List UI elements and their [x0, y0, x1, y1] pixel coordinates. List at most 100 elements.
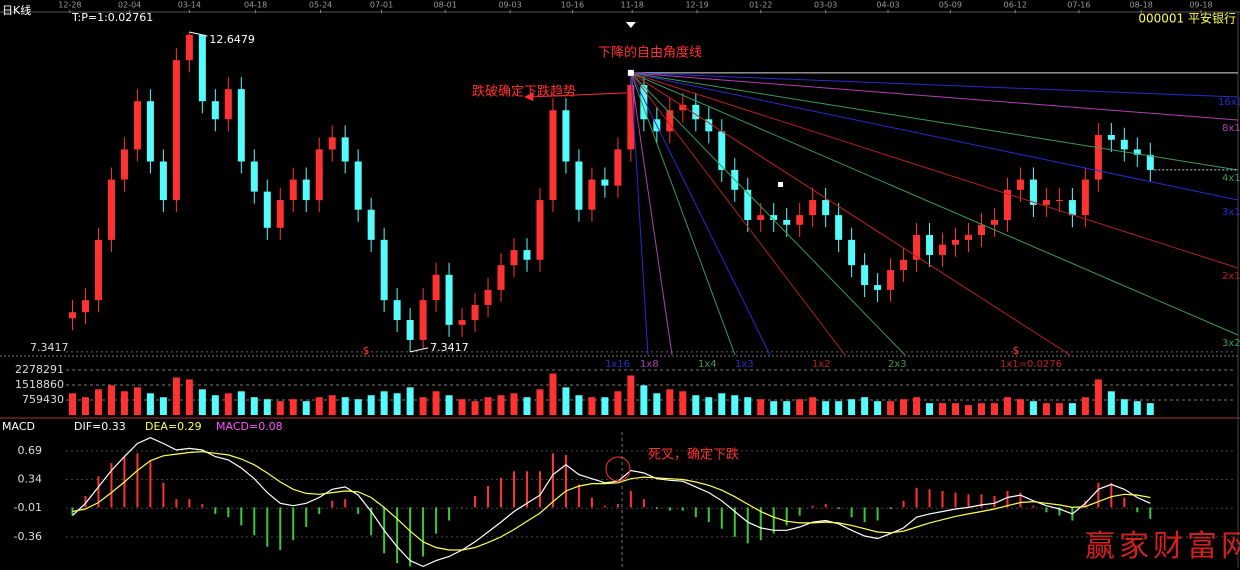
macd-bar [811, 505, 814, 508]
macd-line [72, 437, 1151, 568]
macd-bar [720, 507, 723, 529]
candle-body [1068, 200, 1076, 216]
macd-bar [707, 507, 710, 523]
candle-body [81, 300, 89, 313]
macd-bar [837, 507, 840, 510]
macd-bar [538, 471, 541, 508]
candle-body [133, 101, 141, 150]
macd-bar [902, 500, 905, 508]
macd-bar [149, 461, 152, 508]
fan-label: 16x1 [1218, 97, 1240, 108]
macd-bar [694, 507, 697, 518]
annotation: 下降的自由角度线 [598, 45, 702, 61]
volume-bar [263, 399, 271, 415]
chart-title: 日K线 [2, 3, 31, 17]
macd-bar [993, 495, 996, 508]
candle-body [68, 312, 76, 319]
candle-body [302, 179, 310, 201]
macd-bar [97, 476, 100, 508]
candle-body [614, 149, 622, 186]
x-tick-label: 05-09 [939, 1, 962, 10]
fan-line [630, 72, 771, 356]
candle-body [354, 161, 362, 210]
volume-bar [315, 397, 323, 415]
macd-bar [824, 504, 827, 508]
macd-bar [448, 507, 451, 521]
candle-body [198, 34, 206, 102]
low-label: 7.3417 [430, 341, 469, 354]
macd-bar [422, 507, 425, 557]
candle-body [939, 244, 947, 255]
macd-bar [175, 499, 178, 508]
macd-bar [279, 507, 282, 550]
panel-title: MACD [2, 420, 35, 433]
candle-body [224, 89, 232, 120]
candle-body [757, 215, 765, 220]
volume-bar [627, 375, 635, 415]
macd-bar [188, 499, 191, 508]
macd-bar [487, 486, 490, 508]
x-tick-label: 07-16 [1067, 1, 1090, 10]
candle-body [977, 224, 985, 236]
macd-bar [915, 487, 918, 508]
macd-bar [474, 495, 477, 508]
macd-bar [331, 500, 334, 508]
candle-body [861, 265, 869, 286]
fan-line [630, 72, 1239, 98]
volume-bar [1146, 403, 1154, 415]
macd-bar [201, 504, 204, 508]
macd-bar [772, 507, 775, 534]
macd-bar [240, 507, 243, 526]
volume-bar [939, 403, 947, 415]
x-tick-label: 03-03 [814, 1, 837, 10]
x-tick-label: 04-18 [244, 1, 267, 10]
candle-body [328, 137, 336, 150]
volume-bar [770, 401, 778, 415]
volume-bar [172, 377, 180, 415]
fan-label: 2x1 [1222, 271, 1240, 282]
fan-label: 4x1 [1222, 173, 1240, 184]
volume-bar [718, 393, 726, 415]
volume-bar [1094, 379, 1102, 415]
candle-body [900, 259, 908, 270]
candle-body [172, 60, 180, 201]
volume-bar [640, 385, 648, 415]
macd-bar [71, 507, 74, 516]
fan-pointer [625, 22, 636, 28]
macd-bar [1019, 492, 1022, 508]
volume-bar [94, 389, 102, 415]
macd-bar [733, 507, 736, 537]
volume-bar [406, 387, 414, 415]
macd-bar [850, 507, 853, 518]
label-leader [410, 347, 429, 353]
fan-label: 8x1 [1222, 123, 1240, 134]
fan-line [630, 72, 673, 356]
volume-bar [666, 389, 674, 415]
macd-bar [266, 507, 269, 547]
volume-bar [874, 401, 882, 415]
volume-bar [822, 401, 830, 415]
candle-body [783, 219, 791, 225]
legend-label: DIF=0.33 [74, 420, 126, 433]
x-tick-label: 06-12 [1004, 1, 1027, 10]
volume-bar [81, 397, 89, 415]
y-tick-label: 2278291 [15, 363, 64, 376]
volume-bar [276, 401, 284, 415]
macd-bar [1110, 482, 1113, 508]
volume-bar [1029, 401, 1037, 415]
candle-body [601, 179, 609, 186]
volume-bar [445, 395, 453, 415]
x-tick-label: 10-16 [561, 1, 584, 10]
candle-body [666, 110, 674, 132]
macd-bar [1149, 507, 1152, 519]
x-tick-label: 12-19 [685, 1, 708, 10]
candle-body [913, 235, 921, 260]
candle-body [990, 219, 998, 225]
y-tick-label: 7.3417 [30, 341, 69, 354]
candle-body [1029, 179, 1037, 205]
candle-body [964, 235, 972, 240]
macd-bar [889, 507, 892, 510]
volume-bar [575, 395, 583, 415]
candle-body [289, 179, 297, 201]
